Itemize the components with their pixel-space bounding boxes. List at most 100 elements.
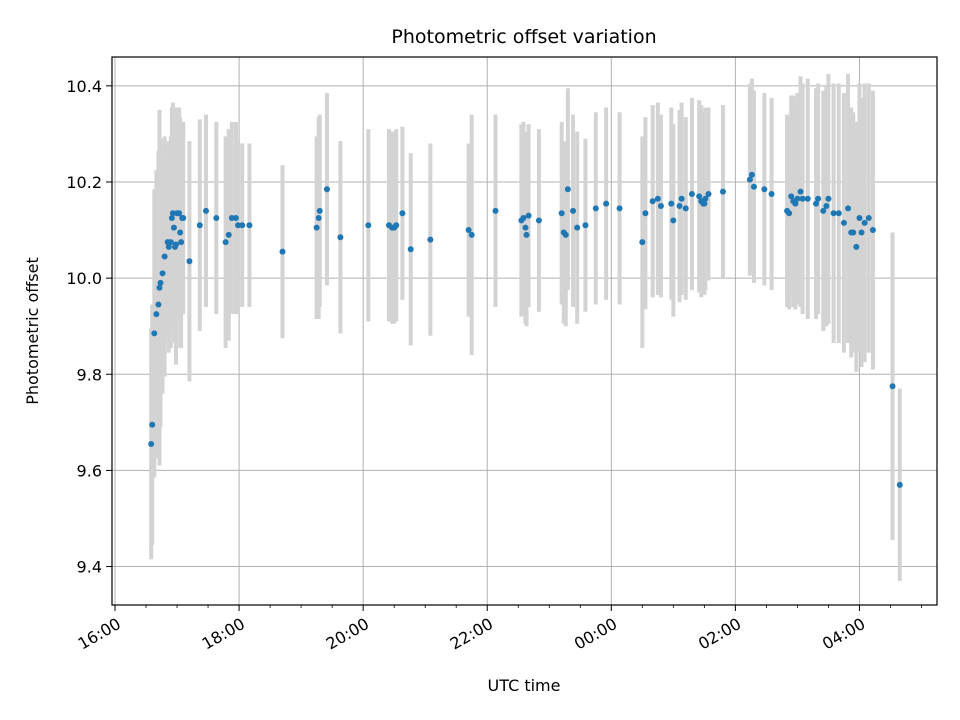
data-point (823, 203, 830, 210)
data-point (603, 200, 610, 207)
data-point (522, 224, 529, 231)
data-point (562, 231, 569, 238)
data-point (813, 200, 820, 207)
data-point (151, 330, 158, 337)
data-point (558, 210, 565, 217)
data-point (161, 253, 168, 260)
data-point (794, 195, 801, 202)
data-point (804, 195, 811, 202)
data-point (225, 231, 232, 238)
data-point (835, 210, 842, 217)
data-point (792, 200, 799, 207)
data-point (865, 215, 872, 222)
data-point (170, 224, 177, 231)
data-point (570, 207, 577, 214)
y-tick-label: 10.0 (66, 269, 102, 288)
data-point (525, 212, 532, 219)
data-point (830, 210, 837, 217)
y-axis-ticks: 9.4 9.6 9.8 10.0 10.2 10.4 (66, 77, 112, 577)
data-point (719, 188, 726, 195)
data-point (159, 270, 166, 277)
data-point (316, 207, 323, 214)
data-point (173, 241, 180, 248)
data-point (149, 421, 156, 428)
data-point (696, 193, 703, 200)
data-point (850, 229, 857, 236)
data-point (746, 176, 753, 183)
data-point (750, 183, 757, 190)
y-tick-label: 10.4 (66, 77, 102, 96)
data-point (574, 224, 581, 231)
data-point (232, 215, 239, 222)
data-point (323, 186, 330, 193)
data-point (465, 227, 472, 234)
data-point (861, 219, 868, 226)
data-point (315, 215, 322, 222)
data-point (649, 198, 656, 205)
data-point (468, 231, 475, 238)
data-point (523, 231, 530, 238)
data-point (639, 239, 646, 246)
data-point (157, 279, 164, 286)
data-point (393, 222, 400, 229)
data-point (682, 205, 689, 212)
data-point (701, 200, 708, 207)
data-point (337, 234, 344, 241)
data-point (196, 222, 203, 229)
data-point (616, 205, 623, 212)
y-tick-label: 10.2 (66, 173, 102, 192)
data-point (178, 239, 185, 246)
data-point (688, 191, 695, 197)
data-point (165, 243, 172, 250)
data-point (427, 236, 434, 243)
data-point (678, 195, 685, 202)
data-point (239, 222, 246, 229)
data-point (869, 227, 876, 234)
data-point (858, 229, 865, 236)
data-point (313, 224, 320, 231)
data-point (592, 205, 599, 212)
data-point (246, 222, 253, 229)
data-point (399, 210, 406, 217)
data-point (492, 207, 499, 214)
y-tick-label: 9.8 (77, 365, 102, 384)
data-point (896, 481, 903, 488)
data-point (520, 215, 527, 222)
data-point (797, 188, 804, 195)
x-axis-label: UTC time (488, 676, 561, 695)
data-point (657, 203, 664, 210)
data-point (168, 215, 175, 222)
y-tick-label: 9.6 (77, 461, 102, 480)
data-point (582, 222, 589, 229)
plot-area-frame (111, 56, 938, 606)
data-point (820, 207, 827, 214)
data-point (153, 311, 160, 318)
data-point (702, 195, 709, 202)
data-point (856, 215, 863, 222)
data-point (177, 229, 184, 236)
data-point (761, 186, 768, 193)
data-point (564, 186, 571, 193)
data-point (768, 191, 775, 197)
data-point (148, 440, 155, 447)
data-point (279, 248, 286, 255)
data-point (213, 215, 220, 222)
data-point (788, 193, 795, 200)
data-point (155, 301, 162, 308)
data-point (825, 195, 832, 202)
data-point (799, 195, 806, 202)
data-point (156, 284, 163, 291)
data-point (668, 200, 675, 207)
chart-title: Photometric offset variation (391, 26, 656, 48)
data-point (167, 239, 174, 246)
data-point (222, 239, 229, 246)
data-point (654, 195, 661, 202)
data-point (845, 205, 852, 212)
data-point (815, 195, 822, 202)
data-point (748, 171, 755, 178)
data-point (202, 207, 209, 214)
data-point (642, 210, 649, 217)
data-points (148, 171, 903, 488)
data-point (235, 222, 242, 229)
